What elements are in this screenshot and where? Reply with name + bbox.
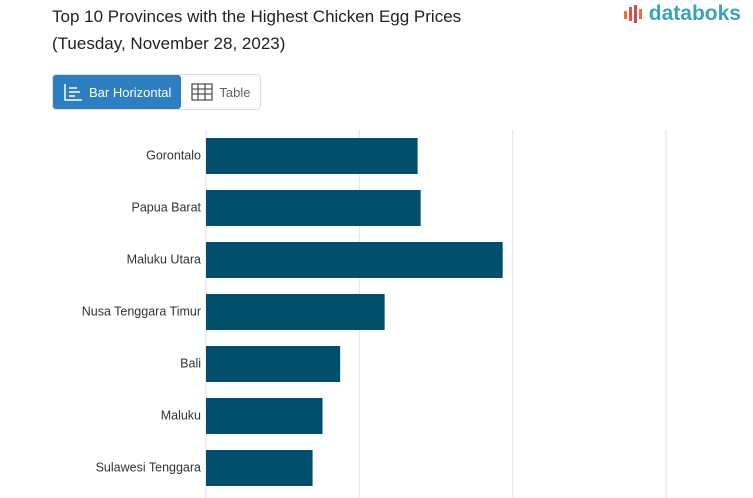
bar (206, 450, 313, 486)
tab-table[interactable]: Table (181, 75, 260, 109)
tab-bar[interactable]: Bar Horizontal (53, 75, 182, 109)
y-tick-label: Sulawesi Tenggara (96, 460, 201, 474)
logo-text: databoks (648, 2, 741, 25)
logo: databoks (623, 2, 741, 26)
bar-icon (64, 84, 82, 101)
title-block: Top 10 Provinces with the Highest Chicke… (52, 3, 461, 57)
bar (206, 190, 421, 226)
y-tick-label: Bali (180, 356, 201, 370)
y-tick-label: Gorontalo (146, 148, 201, 162)
y-tick-label: Nusa Tenggara Timur (82, 304, 201, 318)
bar (206, 398, 323, 434)
logo-icon (623, 5, 642, 23)
y-tick-label: Maluku (161, 408, 201, 422)
bar (206, 294, 385, 330)
y-tick-label: Maluku Utara (127, 252, 201, 266)
bar (206, 138, 418, 174)
bar (206, 346, 341, 382)
tab-label: Bar Horizontal (89, 84, 172, 100)
table-icon (191, 83, 214, 101)
view-tabs: Bar Horizontal Table (52, 74, 262, 110)
bar (206, 242, 503, 278)
chart-subtitle: (Tuesday, November 28, 2023) (52, 34, 286, 53)
chart-title: Top 10 Provinces with the Highest Chicke… (52, 7, 462, 26)
tab-label: Table (219, 84, 251, 100)
y-tick-label: Papua Barat (132, 200, 202, 214)
